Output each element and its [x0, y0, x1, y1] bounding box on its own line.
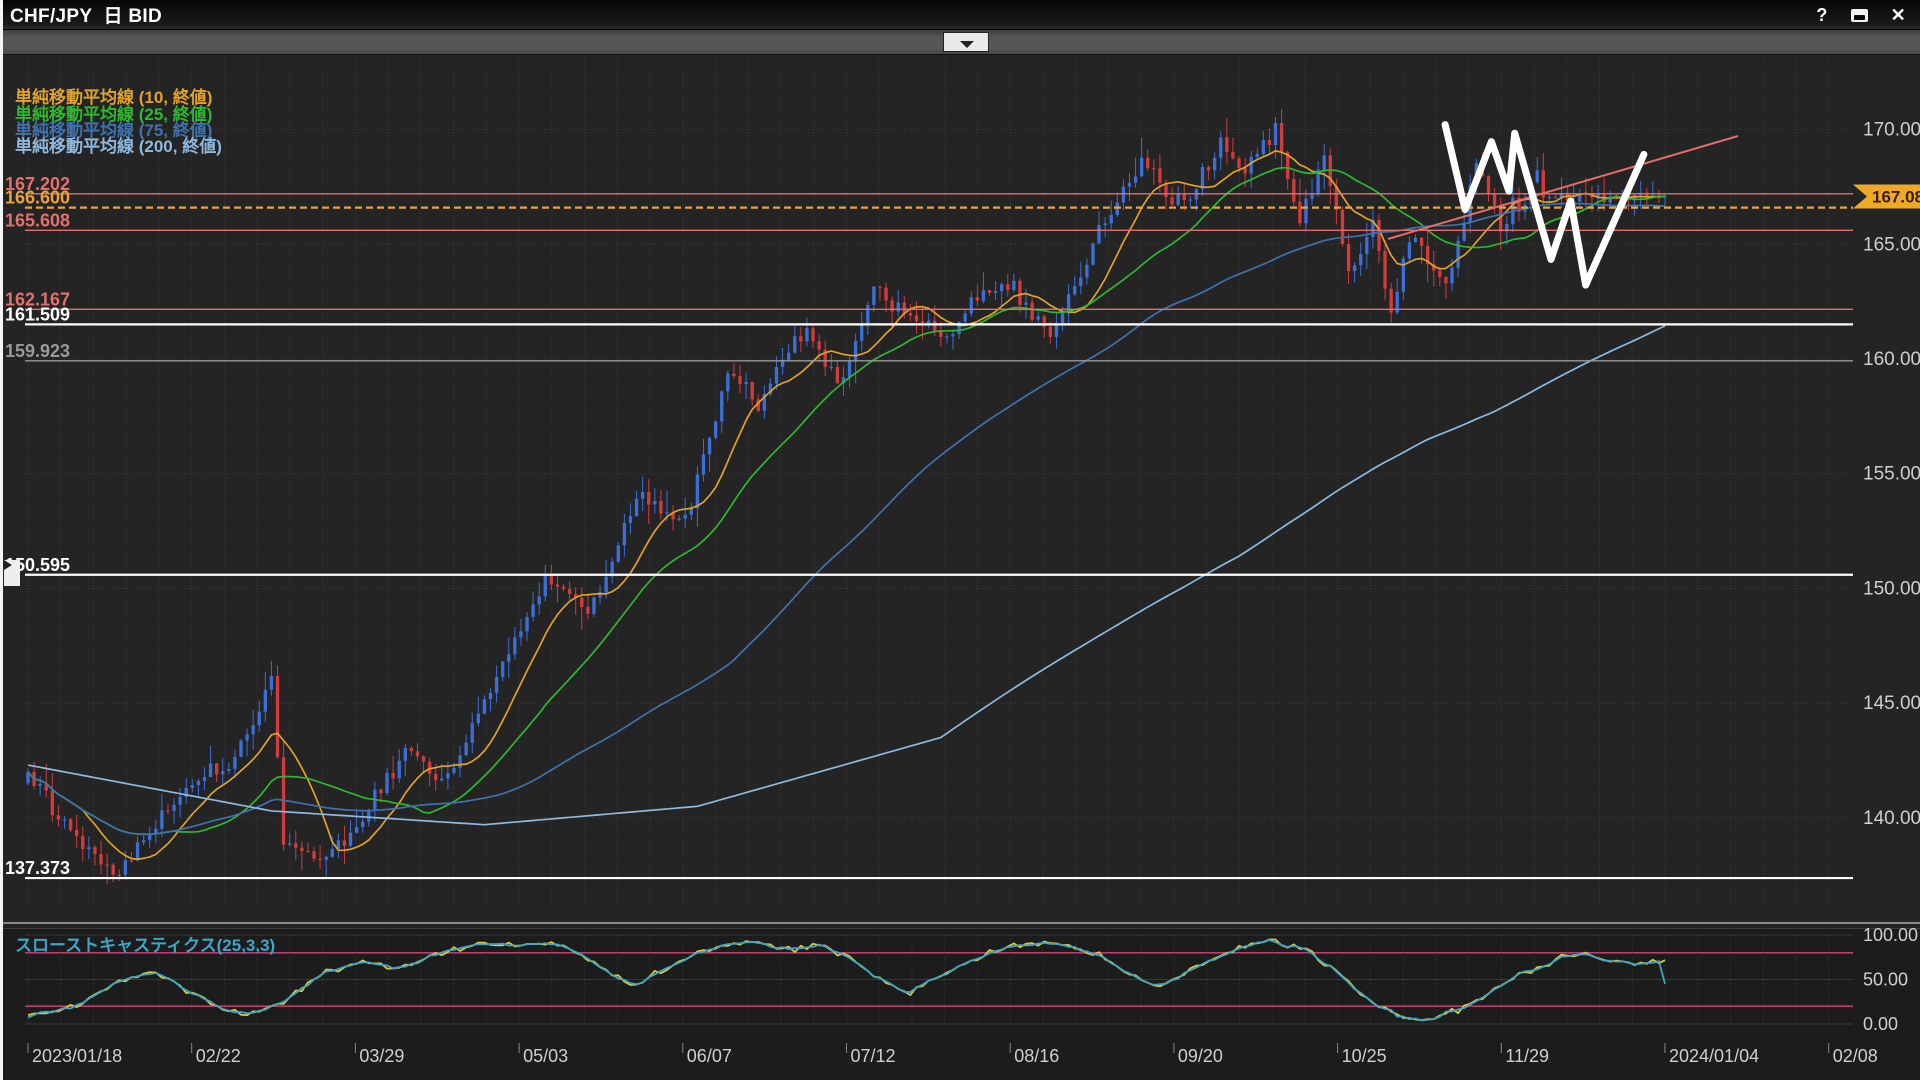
- svg-text:165.608: 165.608: [5, 210, 70, 230]
- svg-text:10/25: 10/25: [1342, 1046, 1387, 1066]
- svg-text:160.000: 160.000: [1863, 349, 1920, 370]
- svg-text:145.000: 145.000: [1863, 693, 1920, 714]
- svg-text:137.373: 137.373: [5, 858, 70, 878]
- svg-text:スローストキャスティクス(25,3,3): スローストキャスティクス(25,3,3): [15, 936, 275, 955]
- svg-text:08/16: 08/16: [1014, 1046, 1059, 1066]
- svg-text:50.00: 50.00: [1863, 970, 1908, 990]
- svg-text:170.000: 170.000: [1863, 120, 1920, 141]
- svg-text:02/08: 02/08: [1833, 1046, 1878, 1066]
- svg-text:06/07: 06/07: [687, 1046, 732, 1066]
- svg-text:2023/01/18: 2023/01/18: [32, 1046, 122, 1066]
- svg-text:05/03: 05/03: [523, 1046, 568, 1066]
- svg-text:140.000: 140.000: [1863, 808, 1920, 829]
- svg-text:167.085: 167.085: [1872, 187, 1920, 206]
- svg-text:159.923: 159.923: [5, 341, 70, 361]
- svg-text:100.00: 100.00: [1863, 925, 1918, 945]
- svg-text:0.00: 0.00: [1863, 1014, 1898, 1034]
- svg-text:155.000: 155.000: [1863, 464, 1920, 485]
- svg-text:02/22: 02/22: [196, 1046, 241, 1066]
- svg-text:166.600: 166.600: [5, 188, 70, 208]
- svg-text:09/20: 09/20: [1178, 1046, 1223, 1066]
- svg-text:150.000: 150.000: [1863, 578, 1920, 599]
- svg-text:2024/01/04: 2024/01/04: [1669, 1046, 1759, 1066]
- svg-text:161.509: 161.509: [5, 304, 70, 324]
- svg-text:07/12: 07/12: [851, 1046, 896, 1066]
- svg-text:単純移動平均線 (10, 終値): 単純移動平均線 (10, 終値): [15, 87, 212, 107]
- svg-text:11/29: 11/29: [1505, 1046, 1549, 1066]
- svg-text:03/29: 03/29: [359, 1046, 404, 1066]
- svg-text:165.000: 165.000: [1863, 234, 1920, 255]
- svg-text:単純移動平均線 (200, 終値): 単純移動平均線 (200, 終値): [15, 136, 222, 156]
